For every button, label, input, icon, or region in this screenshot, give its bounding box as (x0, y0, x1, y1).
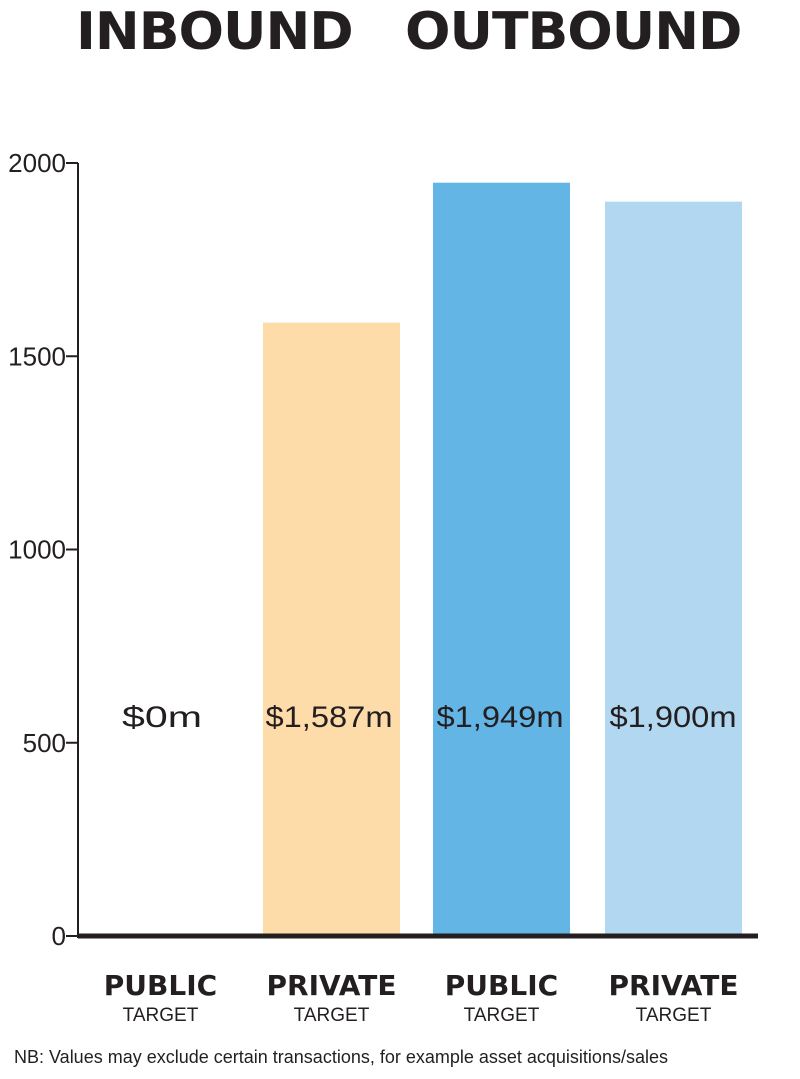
bar-chart: 0 500 1000 1500 2000 $0m $1,587m $1,949m $1,900m… (8, 148, 758, 1026)
data-label-2: $1,587m (266, 701, 393, 734)
footnote: NB: Values may exclude certain transacti… (14, 1047, 668, 1067)
y-tick-label: 2000 (8, 148, 66, 178)
category-sublabel-3: TARGET (464, 1005, 540, 1026)
outbound-heading: OUTBOUND (405, 2, 742, 62)
category-sublabel-4: TARGET (636, 1005, 712, 1026)
category-label-2: PRIVATE (267, 969, 397, 1002)
bar-4 (605, 201, 742, 936)
category-label-1: PUBLIC (104, 969, 217, 1002)
y-tick-label: 1500 (8, 341, 66, 371)
y-tick-label: 0 (52, 921, 66, 951)
data-label-1: $0m (122, 701, 202, 734)
category-label-4: PRIVATE (609, 969, 739, 1002)
y-tick-label: 500 (23, 728, 66, 758)
y-tick-label: 1000 (8, 535, 66, 565)
category-label-3: PUBLIC (445, 969, 558, 1002)
bar-3 (433, 182, 570, 937)
category-sublabel-1: TARGET (123, 1005, 199, 1026)
inbound-heading: INBOUND (76, 2, 354, 62)
bar-2 (263, 322, 400, 936)
data-label-4: $1,900m (610, 701, 737, 734)
data-label-3: $1,949m (437, 701, 564, 734)
category-sublabel-2: TARGET (294, 1005, 370, 1026)
